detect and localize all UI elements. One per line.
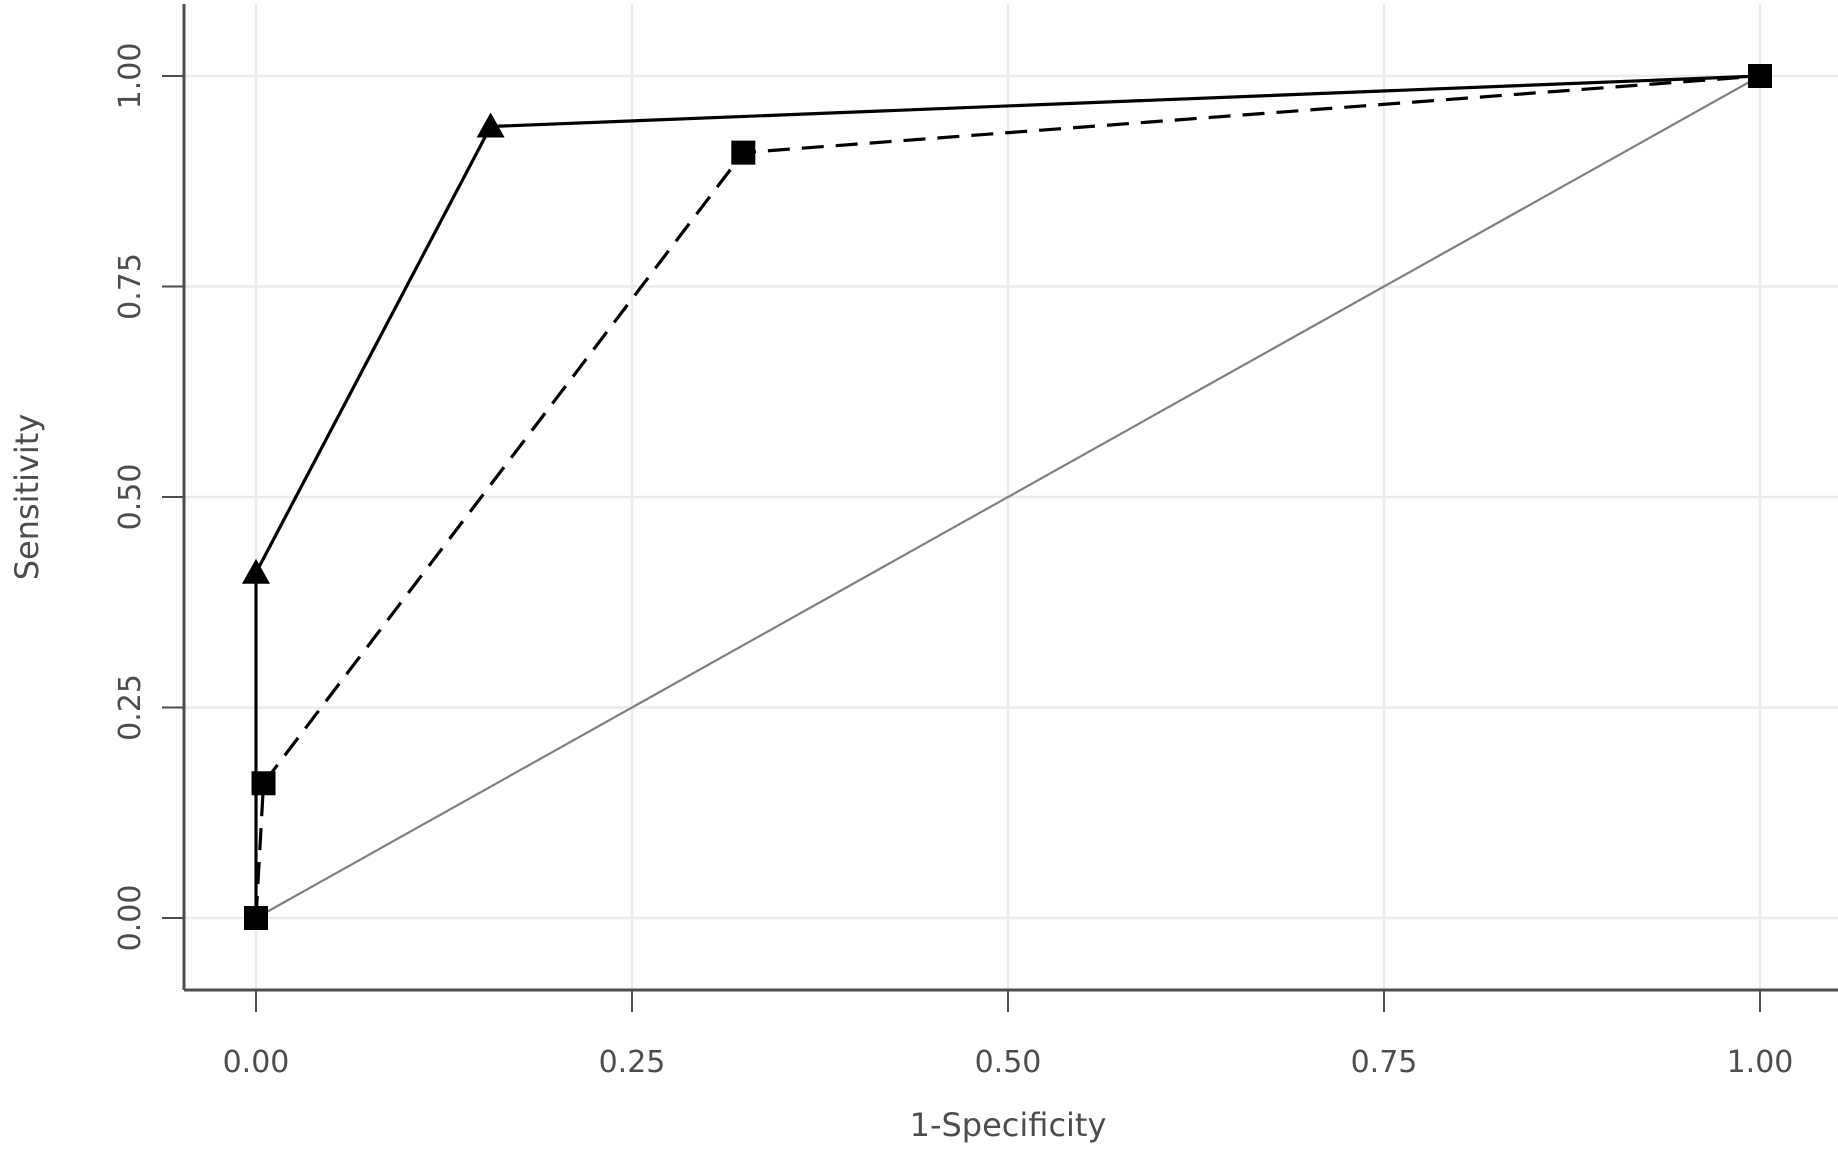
y-tick-label: 1.00 xyxy=(113,43,148,110)
y-tick-label: 0.50 xyxy=(113,464,148,531)
x-tick-label: 0.75 xyxy=(1351,1045,1418,1080)
x-tick-label: 0.25 xyxy=(599,1045,666,1080)
x-tick-label: 0.50 xyxy=(975,1045,1042,1080)
y-tick-label: 0.25 xyxy=(113,674,148,741)
square-marker xyxy=(731,140,756,165)
square-marker xyxy=(1748,64,1772,88)
grid-lines xyxy=(184,4,1838,990)
axes xyxy=(162,4,1838,1012)
series-a-line xyxy=(254,74,1761,918)
reference-diagonal-line xyxy=(255,75,1761,919)
series-b-line xyxy=(254,74,1761,919)
y-tick-label: 0.00 xyxy=(113,885,148,952)
y-axis-title: Sensitivity xyxy=(8,414,46,581)
y-tick-label: 0.75 xyxy=(113,253,148,320)
data-markers xyxy=(242,64,1772,930)
x-tick-label: 1.00 xyxy=(1727,1045,1794,1080)
tick-labels: 0.00 0.25 0.50 0.75 1.00 0.00 0.25 0.50 0.75 1.00 xyxy=(113,43,1793,1080)
x-axis-title: 1-Specificity xyxy=(910,1106,1107,1144)
square-marker xyxy=(244,906,268,930)
x-tick-label: 0.00 xyxy=(223,1045,290,1080)
triangle-marker xyxy=(476,112,505,138)
square-marker xyxy=(251,771,276,796)
triangle-marker xyxy=(242,558,270,584)
data-series xyxy=(254,74,1761,919)
